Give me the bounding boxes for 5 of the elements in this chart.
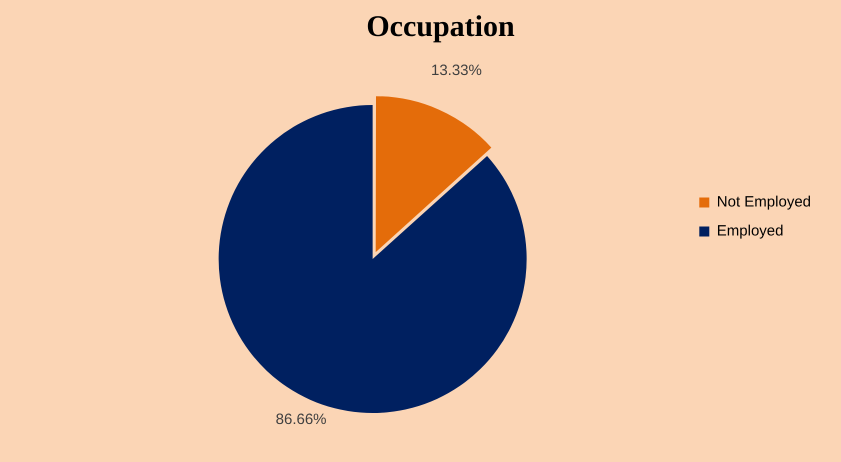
- data-label: 86.66%: [276, 410, 327, 428]
- legend-label: Not Employed: [716, 194, 812, 211]
- chart-title: Occupation: [366, 10, 515, 43]
- data-label: 13.33%: [430, 62, 482, 79]
- legend-label: Employed: [716, 222, 784, 240]
